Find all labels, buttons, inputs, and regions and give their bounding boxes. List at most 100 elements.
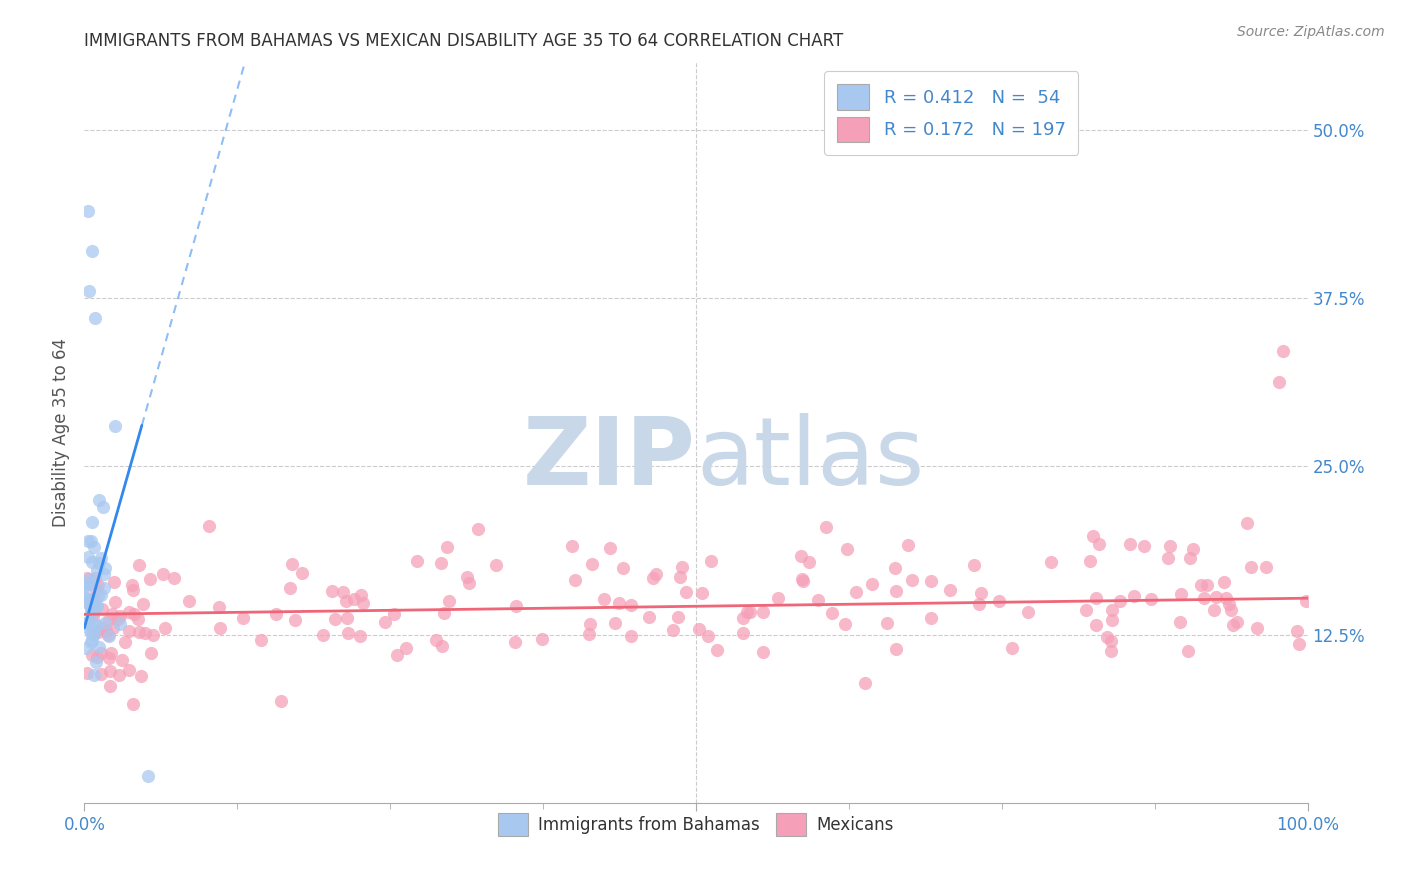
Point bbox=[1078, 554, 1101, 568]
Point bbox=[592, 592, 614, 607]
Point bbox=[688, 622, 710, 636]
Point bbox=[121, 583, 143, 598]
Point bbox=[77, 203, 100, 218]
Point bbox=[735, 605, 758, 619]
Point bbox=[82, 599, 104, 614]
Point bbox=[666, 610, 689, 624]
Point bbox=[837, 541, 859, 556]
Point bbox=[136, 769, 159, 783]
Point bbox=[208, 621, 231, 635]
Point bbox=[80, 244, 103, 258]
Point bbox=[884, 584, 907, 599]
Point bbox=[343, 592, 366, 607]
Point bbox=[80, 574, 103, 589]
Point bbox=[969, 597, 991, 611]
Point bbox=[84, 599, 107, 613]
Point bbox=[75, 615, 97, 630]
Point bbox=[82, 595, 104, 609]
Point bbox=[90, 667, 112, 681]
Point bbox=[1101, 603, 1123, 617]
Point bbox=[84, 311, 107, 326]
Point bbox=[332, 585, 354, 599]
Point bbox=[91, 500, 114, 514]
Point bbox=[457, 576, 479, 591]
Point bbox=[284, 613, 307, 627]
Point bbox=[1087, 537, 1109, 551]
Point bbox=[860, 576, 883, 591]
Point bbox=[94, 616, 117, 631]
Point bbox=[675, 584, 697, 599]
Point bbox=[104, 418, 127, 433]
Point bbox=[766, 591, 789, 605]
Point bbox=[250, 633, 273, 648]
Point bbox=[437, 594, 460, 608]
Point bbox=[90, 602, 112, 616]
Point bbox=[152, 567, 174, 582]
Point bbox=[1246, 621, 1268, 635]
Point bbox=[104, 595, 127, 609]
Point bbox=[1122, 589, 1144, 603]
Point bbox=[87, 493, 110, 508]
Point bbox=[876, 616, 898, 631]
Point bbox=[77, 549, 100, 564]
Point bbox=[312, 628, 335, 642]
Point bbox=[73, 591, 96, 606]
Point bbox=[128, 558, 150, 572]
Point bbox=[155, 621, 177, 635]
Point bbox=[76, 666, 98, 681]
Point bbox=[799, 555, 821, 569]
Point bbox=[87, 640, 110, 654]
Point bbox=[75, 594, 97, 608]
Point bbox=[122, 607, 145, 621]
Point bbox=[530, 632, 553, 646]
Point bbox=[696, 629, 718, 643]
Point bbox=[1189, 578, 1212, 592]
Point bbox=[86, 650, 108, 665]
Text: atlas: atlas bbox=[696, 412, 924, 505]
Point bbox=[83, 667, 105, 681]
Point bbox=[920, 611, 942, 625]
Point bbox=[1205, 591, 1227, 605]
Point bbox=[321, 584, 343, 599]
Point bbox=[970, 586, 993, 600]
Point bbox=[1295, 593, 1317, 607]
Point bbox=[661, 623, 683, 637]
Point bbox=[561, 539, 583, 553]
Point bbox=[1140, 592, 1163, 607]
Point bbox=[76, 591, 98, 606]
Point bbox=[1271, 343, 1294, 358]
Point bbox=[1168, 615, 1191, 629]
Point bbox=[1170, 586, 1192, 600]
Point bbox=[1074, 603, 1097, 617]
Point bbox=[86, 618, 108, 632]
Point bbox=[897, 538, 920, 552]
Point bbox=[75, 595, 97, 609]
Point bbox=[82, 626, 104, 640]
Point bbox=[84, 583, 107, 598]
Point bbox=[98, 651, 121, 665]
Point bbox=[1108, 594, 1130, 608]
Point bbox=[609, 596, 631, 610]
Point bbox=[1192, 591, 1215, 606]
Point bbox=[93, 581, 115, 595]
Point bbox=[792, 574, 814, 588]
Point bbox=[790, 572, 813, 586]
Point bbox=[118, 606, 141, 620]
Point bbox=[1133, 539, 1156, 553]
Point bbox=[963, 558, 986, 572]
Point bbox=[352, 596, 374, 610]
Point bbox=[1286, 624, 1309, 638]
Point bbox=[98, 664, 121, 678]
Point bbox=[1288, 637, 1310, 651]
Point bbox=[75, 578, 97, 592]
Point bbox=[134, 626, 156, 640]
Point bbox=[114, 635, 136, 649]
Point bbox=[641, 571, 664, 585]
Point bbox=[578, 626, 600, 640]
Point bbox=[1181, 542, 1204, 557]
Point bbox=[1177, 644, 1199, 658]
Point bbox=[706, 643, 728, 657]
Point bbox=[129, 669, 152, 683]
Point bbox=[579, 616, 602, 631]
Point bbox=[208, 599, 231, 614]
